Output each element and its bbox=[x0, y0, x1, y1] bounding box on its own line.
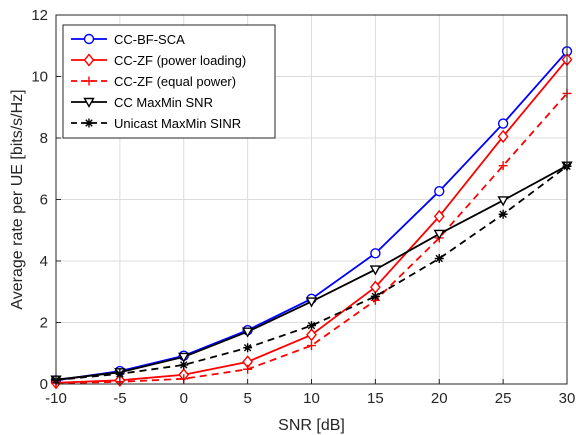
y-tick-label: 4 bbox=[40, 253, 48, 270]
y-tick-label: 8 bbox=[40, 130, 48, 147]
x-tick-label: 10 bbox=[303, 390, 320, 407]
x-tick-label: 15 bbox=[367, 390, 384, 407]
y-axis-label: Average rate per UE [bits/s/Hz] bbox=[9, 89, 26, 309]
legend-label: CC-BF-SCA bbox=[114, 32, 185, 47]
data-point bbox=[307, 321, 316, 331]
x-tick-label: 25 bbox=[495, 390, 512, 407]
data-point bbox=[115, 369, 125, 379]
x-tick-label: -5 bbox=[113, 390, 126, 407]
data-point bbox=[370, 291, 380, 301]
data-point bbox=[434, 185, 445, 197]
y-tick-label: 6 bbox=[40, 192, 48, 209]
legend: CC-BF-SCA CC-ZF (power loading) CC-ZF (equ… bbox=[62, 24, 276, 139]
legend-label: CC MaxMin SNR bbox=[114, 95, 213, 110]
legend-marker bbox=[83, 33, 95, 45]
legend-item: CC MaxMin SNR bbox=[71, 95, 213, 110]
y-tick-label: 12 bbox=[31, 7, 48, 24]
x-tick-label: 5 bbox=[243, 390, 251, 407]
data-point bbox=[498, 161, 508, 171]
legend-label: CC-ZF (power loading) bbox=[114, 53, 246, 68]
x-tick-label: 20 bbox=[431, 390, 448, 407]
data-point bbox=[370, 248, 381, 259]
legend-marker bbox=[83, 53, 95, 67]
x-tick-label: 0 bbox=[180, 390, 188, 407]
legend-box bbox=[62, 24, 276, 139]
legend-marker bbox=[84, 76, 94, 86]
legend-item: CC-BF-SCA bbox=[71, 32, 185, 47]
data-point bbox=[307, 341, 316, 351]
data-point bbox=[306, 328, 317, 342]
series-line bbox=[55, 165, 568, 381]
data-point bbox=[241, 327, 254, 338]
x-axis-label: SNR [dB] bbox=[278, 417, 345, 434]
data-point bbox=[497, 196, 509, 207]
data-point bbox=[179, 360, 189, 370]
data-point bbox=[243, 364, 253, 374]
data-point bbox=[434, 254, 444, 264]
legend-label: CC-ZF (equal power) bbox=[114, 74, 236, 89]
x-tick-label: 30 bbox=[559, 390, 576, 407]
legend-item: CC-ZF (power loading) bbox=[71, 53, 246, 68]
y-tick-label: 2 bbox=[40, 315, 48, 332]
data-point bbox=[433, 209, 445, 224]
x-tick-label: -10 bbox=[45, 390, 67, 407]
tick-labels: -10 -5 0 5 10 15 20 25 30 0 2 4 6 8 10 12 bbox=[31, 7, 575, 407]
data-point bbox=[178, 352, 190, 363]
legend-marker bbox=[84, 118, 94, 128]
data-point bbox=[305, 297, 318, 308]
data-point bbox=[369, 265, 382, 276]
data-point bbox=[497, 118, 509, 129]
legend-label: Unicast MaxMin SINR bbox=[114, 116, 241, 131]
data-point bbox=[498, 209, 508, 219]
data-point bbox=[433, 229, 445, 240]
y-tick-label: 0 bbox=[40, 376, 48, 393]
y-tick-label: 10 bbox=[31, 69, 48, 86]
legend-marker bbox=[83, 97, 95, 108]
data-point bbox=[243, 343, 253, 353]
series-line bbox=[55, 92, 568, 384]
legend-item: CC-ZF (equal power) bbox=[71, 74, 236, 89]
series-5 bbox=[51, 161, 572, 385]
legend-item: Unicast MaxMin SINR bbox=[71, 116, 241, 131]
data-point bbox=[497, 129, 509, 144]
